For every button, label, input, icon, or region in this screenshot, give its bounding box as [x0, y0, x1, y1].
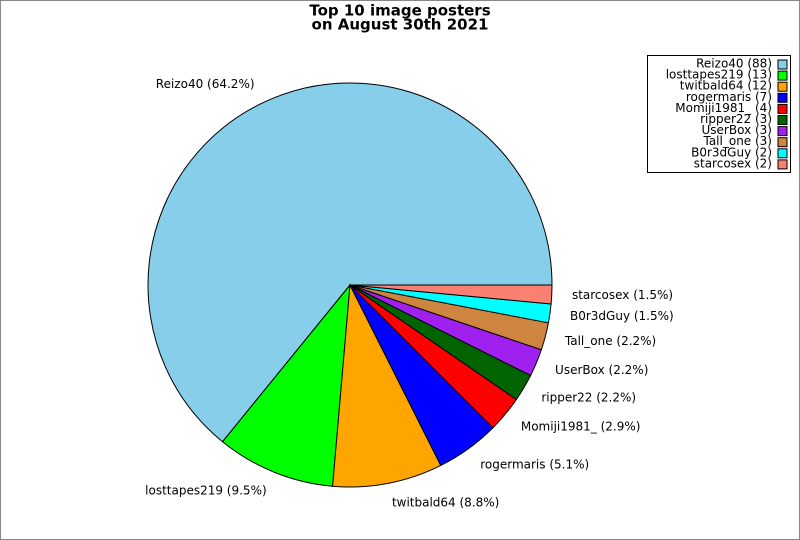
slice-label: losttapes219 (9.5%) [145, 483, 267, 497]
slice-label: Reizo40 (64.2%) [156, 77, 255, 91]
legend-label: starcosex (2) [694, 156, 772, 170]
legend-swatch [777, 126, 788, 137]
legend-swatch [777, 115, 788, 125]
pie-slice [147, 82, 553, 443]
legend-label: Reizo40 (88) [696, 57, 772, 71]
legend-label: UserBox (3) [702, 123, 772, 137]
legend-label: twitbald64 (12) [680, 79, 772, 93]
chart-subtitle: on August 30th 2021 [312, 16, 489, 34]
legend-swatch [777, 148, 788, 159]
pie-slice [349, 284, 553, 305]
pie-slice [332, 283, 442, 488]
legend-swatch [777, 103, 788, 114]
slice-label: twitbald64 (8.8%) [392, 496, 499, 510]
legend-label: B0r3dGuy (2) [691, 145, 772, 159]
slice-label: starcosex (1.5%) [572, 288, 673, 302]
legend-swatch [777, 59, 788, 70]
legend-swatch [777, 159, 788, 170]
slice-label: Momiji1981_ (2.9%) [521, 420, 641, 434]
legend-label: losttapes219 (13) [666, 68, 772, 82]
slice-label: B0r3dGuy (1.5%) [570, 309, 674, 323]
legend-swatch [777, 92, 788, 103]
slice-label: UserBox (2.2%) [555, 363, 648, 377]
legend-swatch [777, 70, 788, 81]
legend-swatch [777, 81, 788, 92]
legend-label: Momiji1981_ (4) [675, 101, 772, 115]
legend-swatch [777, 137, 788, 148]
slice-label: rogermaris (5.1%) [480, 458, 589, 472]
slice-label: Tall_one (2.2%) [564, 334, 656, 348]
chart-title: Top 10 image posters [309, 2, 490, 20]
legend-label: ripper22 (3) [700, 112, 772, 126]
legend-label: Tall_one (3) [702, 134, 772, 148]
legend-box [647, 55, 791, 173]
pie-slice [221, 283, 351, 487]
legend-label: rogermaris (7) [686, 90, 772, 104]
slice-label: ripper22 (2.2%) [541, 391, 636, 405]
